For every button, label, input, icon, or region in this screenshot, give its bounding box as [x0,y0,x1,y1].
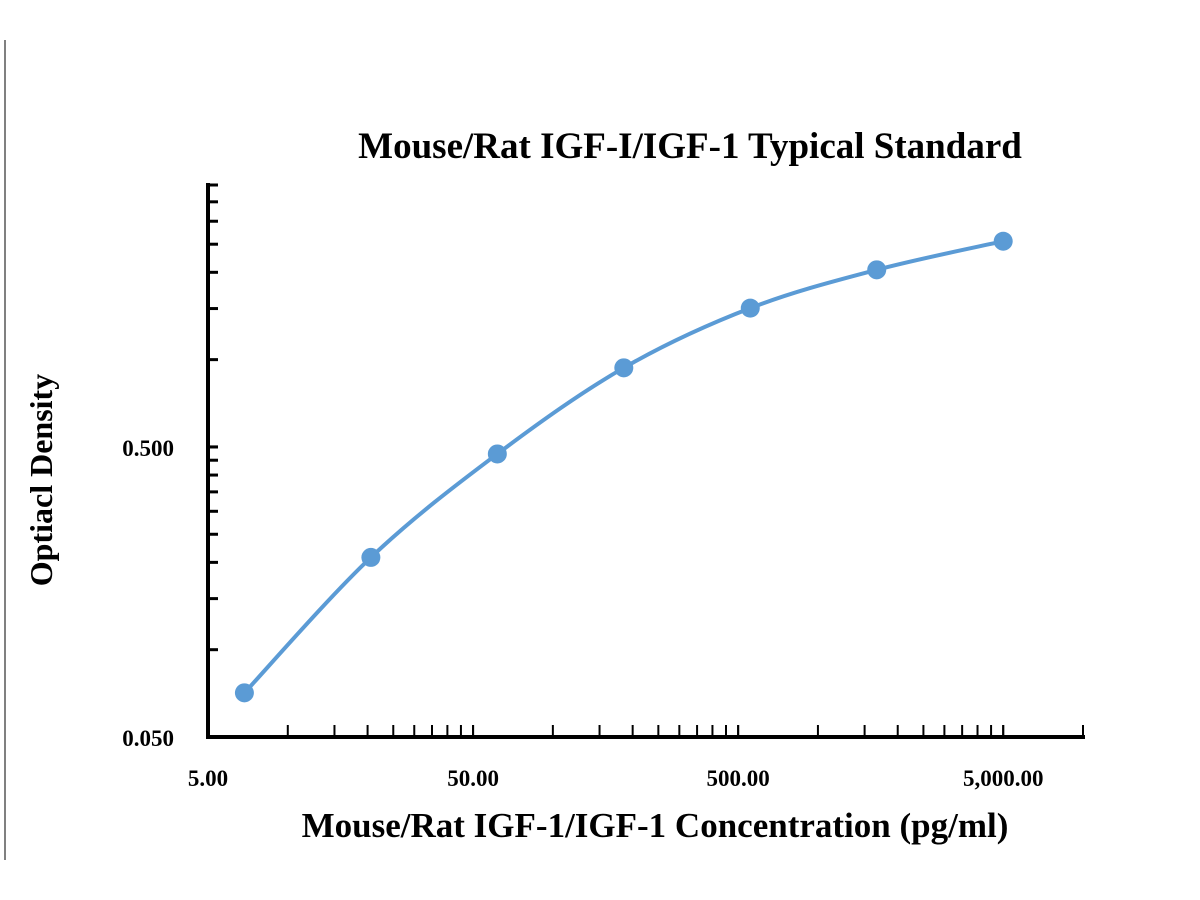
data-points [234,231,1013,703]
y-tick-label: 0.500 [122,436,174,461]
y-tick-label: 0.050 [122,726,174,751]
x-tick-label: 50.00 [447,766,499,791]
x-tick-label: 5,000.00 [963,766,1044,791]
data-point [740,298,760,318]
data-point [234,683,254,703]
x-axis-label: Mouse/Rat IGF-1/IGF-1 Concentration (pg/… [302,806,1009,845]
y-axis-label: Optiacl Density [23,374,59,586]
chart-title: Mouse/Rat IGF-I/IGF-1 Typical Standard [358,126,1022,167]
data-point [361,547,381,567]
series-line [242,239,1004,695]
x-tick-label: 5.00 [188,766,228,791]
data-point [487,444,507,464]
data-point [993,231,1013,251]
x-tick-label: 500.00 [707,766,770,791]
data-point [867,260,887,280]
data-point [614,358,634,378]
tick-labels: 5.00 50.00 500.00 5,000.00 0.050 0.500 [122,436,1043,791]
axes [206,183,1085,739]
